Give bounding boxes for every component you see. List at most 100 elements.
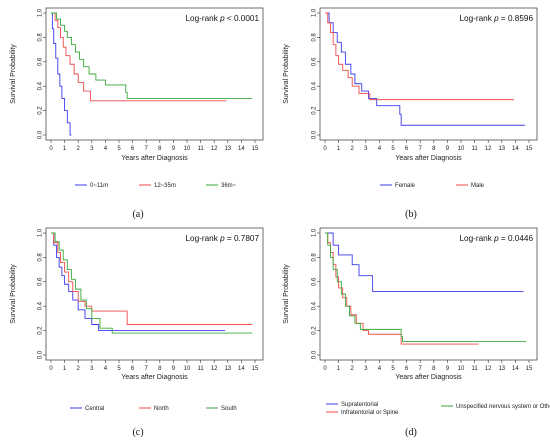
x-tick-label: 12: [485, 366, 492, 372]
y-axis-label: Survival Probability: [10, 264, 17, 324]
y-tick-label: 0.8: [312, 33, 318, 42]
y-tick-label: 0.8: [312, 253, 318, 262]
km-curve-1: [51, 12, 72, 136]
km-curve-3: [51, 12, 253, 99]
y-tick-label: 0.0: [312, 350, 318, 359]
legend-label: 0~11m: [90, 183, 108, 189]
x-tick-label: 15: [252, 146, 259, 152]
y-tick-label: 0.4: [312, 81, 318, 90]
y-axis-label: Survival Probability: [10, 44, 17, 104]
plot-frame: [319, 227, 538, 361]
plot-frame: [45, 227, 264, 361]
x-tick-label: 12: [211, 146, 218, 152]
y-tick-label: 0.0: [312, 130, 318, 139]
x-tick-label: 6: [405, 146, 409, 152]
x-tick-label: 0: [49, 366, 53, 372]
x-tick-label: 0: [49, 146, 53, 152]
y-tick-label: 0.2: [312, 106, 318, 115]
legend-label: 12~35m: [154, 183, 176, 189]
y-tick-label: 1.0: [38, 228, 44, 237]
x-tick-label: 11: [471, 146, 478, 152]
x-tick-label: 7: [145, 146, 149, 152]
x-tick-label: 3: [364, 366, 368, 372]
x-tick-label: 12: [211, 366, 218, 372]
panel-a: 0.00.20.40.60.81.00 1 2 3 4 5 6 7 8 9 10 11 12 13 14 15…: [10, 7, 264, 220]
plot-frame: [319, 7, 538, 141]
x-tick-label: 0: [323, 146, 327, 152]
x-tick-label: 14: [238, 366, 245, 372]
x-tick-label: 7: [419, 146, 423, 152]
panel-label: (a): [132, 209, 143, 220]
legend-label: North: [154, 406, 169, 412]
y-tick-label: 0.0: [38, 130, 44, 139]
y-tick-label: 1.0: [38, 8, 44, 17]
x-tick-label: 1: [337, 366, 341, 372]
km-curve-1: [325, 12, 525, 126]
x-tick-label: 13: [498, 366, 505, 372]
log-rank-annotation: Log-rank p = 0.8596: [459, 14, 533, 23]
x-tick-label: 13: [498, 146, 505, 152]
x-tick-label: 2: [351, 366, 355, 372]
y-axis: 0.0 0.2 0.4 0.6 0.8 1.0: [38, 228, 46, 359]
panel-d: 0.00.20.40.60.81.00 1 2 3 4 5 6 7 8 9 10 11 12 13 14 15…: [283, 227, 550, 438]
x-tick-label: 10: [458, 146, 465, 152]
log-rank-annotation: Log-rank p < 0.0001: [185, 14, 259, 23]
y-tick-label: 0.4: [38, 301, 44, 310]
km-curve-2: [325, 232, 479, 345]
x-tick-label: 3: [364, 146, 368, 152]
y-axis-label: Survival Probability: [283, 264, 290, 324]
x-tick-label: 8: [432, 366, 436, 372]
panel-c: 0.00.20.40.60.81.00 1 2 3 4 5 6 7 8 9 10 11 12 13 14 15…: [10, 227, 264, 438]
x-tick-label: 5: [117, 146, 121, 152]
legend-label: South: [221, 406, 237, 412]
km-curve-1: [51, 232, 226, 332]
y-tick-label: 0.2: [312, 326, 318, 335]
y-tick-label: 0.4: [38, 81, 44, 90]
x-tick-label: 15: [526, 146, 533, 152]
legend-label: Infratentorial or Spine: [341, 410, 399, 416]
x-tick-label: 4: [104, 366, 108, 372]
legend-label: Unspecified nervous system or Others: [456, 404, 550, 410]
x-tick-label: 8: [432, 146, 436, 152]
x-tick-label: 15: [252, 366, 259, 372]
y-axis: 0.0 0.2 0.4 0.6 0.8 1.0: [312, 8, 320, 139]
x-tick-label: 5: [117, 366, 121, 372]
x-tick-label: 9: [172, 146, 176, 152]
x-tick-label: 7: [145, 366, 149, 372]
x-axis: 0 1 2 3 4 5 6 7 8 9 10 11 12 13 14 15: [49, 360, 259, 372]
panel-label: (d): [405, 427, 417, 438]
y-tick-label: 0.6: [312, 57, 318, 66]
x-tick-label: 9: [446, 366, 450, 372]
km-curve-2: [325, 12, 515, 101]
y-tick-label: 0.2: [38, 326, 44, 335]
y-tick-label: 0.8: [38, 33, 44, 42]
x-tick-label: 11: [471, 366, 478, 372]
panel-b: 0.00.20.40.60.81.00 1 2 3 4 5 6 7 8 9 10 11 12 13 14 15…: [283, 7, 538, 220]
legend-label: Female: [395, 183, 416, 189]
y-axis: 0.0 0.2 0.4 0.6 0.8 1.0: [38, 8, 46, 139]
x-tick-label: 6: [405, 366, 409, 372]
y-tick-label: 0.4: [312, 301, 318, 310]
legend: Supratentorial Infratentorial or Spine Uns…: [326, 402, 550, 416]
x-tick-label: 14: [238, 146, 245, 152]
legend-label: 36m~: [221, 183, 237, 189]
legend: Central North South: [70, 406, 237, 412]
y-axis: 0.0 0.2 0.4 0.6 0.8 1.0: [312, 228, 320, 359]
panel-label: (c): [132, 427, 143, 438]
x-tick-label: 15: [526, 366, 533, 372]
y-tick-label: 0.0: [38, 350, 44, 359]
x-axis-label: Years after Diagnosis: [121, 155, 188, 162]
legend: 0~11m 12~35m 36m~: [75, 183, 237, 189]
x-tick-label: 4: [378, 366, 382, 372]
x-tick-label: 4: [378, 146, 382, 152]
y-tick-label: 0.6: [38, 57, 44, 66]
x-axis: 0 1 2 3 4 5 6 7 8 9 10 11 12 13 14 15: [323, 360, 533, 372]
km-curve-3: [325, 232, 527, 343]
x-tick-label: 14: [512, 146, 519, 152]
x-axis: 0 1 2 3 4 5 6 7 8 9 10 11 12 13 14 15: [323, 140, 533, 152]
legend-label: Supratentorial: [341, 402, 378, 408]
x-tick-label: 14: [512, 366, 519, 372]
y-tick-label: 0.2: [38, 106, 44, 115]
y-tick-label: 1.0: [312, 228, 318, 237]
x-tick-label: 6: [131, 146, 135, 152]
